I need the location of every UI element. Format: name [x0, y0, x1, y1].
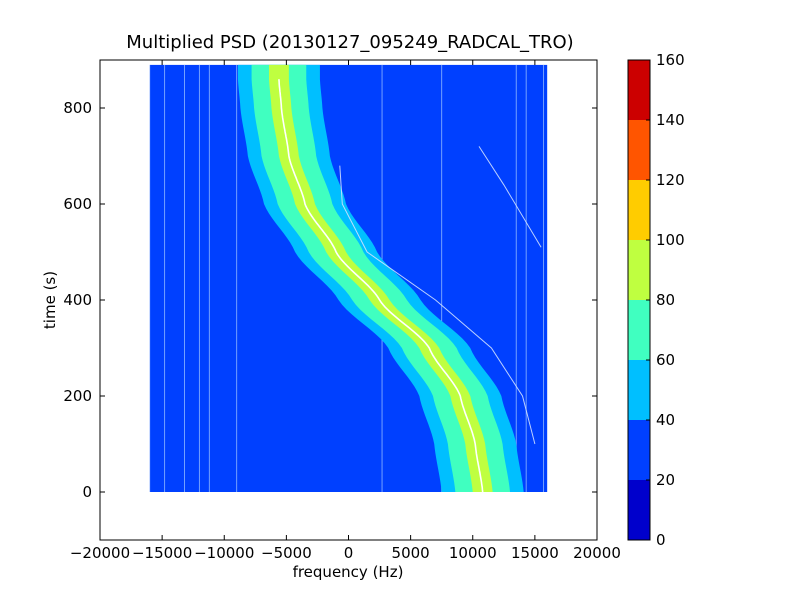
- x-tick-label: 15000: [511, 544, 559, 562]
- colorbar-segment-100: [628, 180, 650, 240]
- x-tick-label: 5000: [392, 544, 430, 562]
- x-tick-label: 10000: [449, 544, 497, 562]
- harmonic-curve: [339, 165, 536, 445]
- colorbar-segment-40: [628, 360, 650, 420]
- colorbar-tick-label: 160: [656, 51, 685, 69]
- colorbar-segment-20: [628, 420, 650, 480]
- y-tick-label: 200: [63, 387, 92, 405]
- y-axis: 0 200 400 600 800: [63, 99, 597, 501]
- colorbar-tick-label: 120: [656, 171, 685, 189]
- x-tick-label: −5000: [261, 544, 312, 562]
- colorbar-segment-120: [628, 120, 650, 180]
- x-axis-label: frequency (Hz): [293, 563, 404, 581]
- plot-area: −20000 −15000 −10000 −5000 0 5000 10000 15000 20…: [63, 59, 621, 562]
- x-tick-label: 20000: [573, 544, 621, 562]
- colorbar-tick-label: 60: [656, 351, 675, 369]
- colorbar-tick-label: 40: [656, 411, 675, 429]
- colorbar-segment-140: [628, 60, 650, 120]
- x-tick-label: 0: [344, 544, 354, 562]
- y-tick-label: 400: [63, 291, 92, 309]
- doppler-curve: [278, 79, 484, 493]
- chart-title: Multiplied PSD (20130127_095249_RADCAL_T…: [126, 32, 573, 53]
- heatmap-layer: [149, 64, 548, 493]
- colorbar-tick-label: 80: [656, 291, 675, 309]
- colorbar-segment-60: [628, 300, 650, 360]
- colorbar: 0 20 40 60 80 100 120 140 160: [627, 51, 685, 549]
- colorbar-tick-label: 100: [656, 231, 685, 249]
- y-tick-label: 600: [63, 195, 92, 213]
- x-tick-label: −15000: [132, 544, 192, 562]
- band-80-100: [268, 64, 493, 493]
- y-tick-label: 0: [82, 483, 92, 501]
- colorbar-tick-label: 20: [656, 471, 675, 489]
- x-tick-label: −20000: [70, 544, 130, 562]
- y-tick-label: 800: [63, 99, 92, 117]
- colorbar-tick-label: 140: [656, 111, 685, 129]
- colorbar-segment-80: [628, 240, 650, 300]
- upper-right-trace: [478, 146, 542, 248]
- y-axis-label: time (s): [41, 271, 59, 329]
- colorbar-tick-label: 0: [656, 531, 666, 549]
- colorbar-segment-0: [628, 480, 650, 540]
- x-axis: −20000 −15000 −10000 −5000 0 5000 10000 15000 20…: [70, 60, 621, 562]
- x-tick-label: −10000: [194, 544, 254, 562]
